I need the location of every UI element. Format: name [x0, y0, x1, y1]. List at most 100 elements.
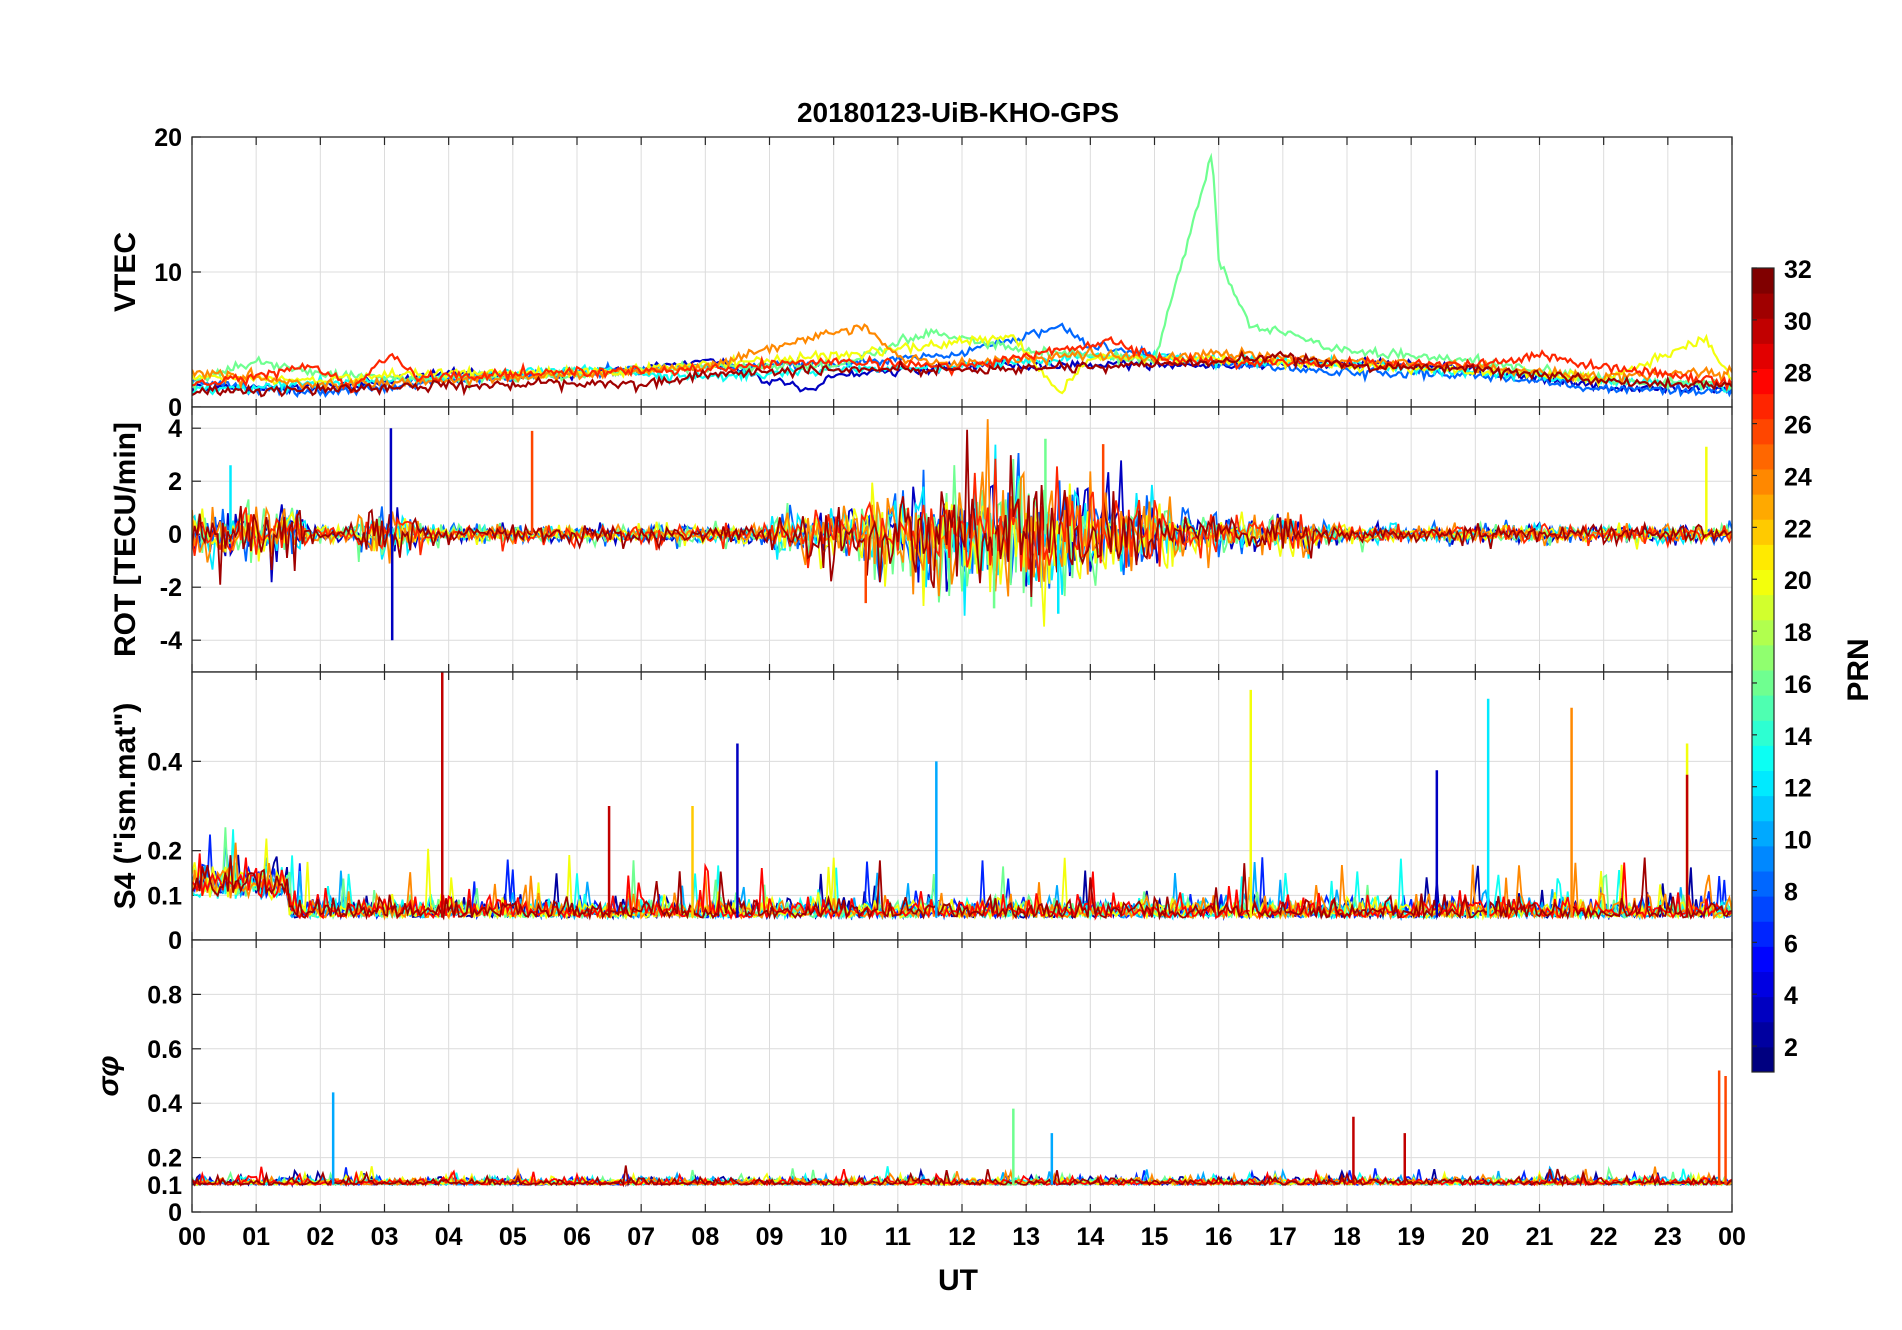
colorbar-segment	[1752, 469, 1774, 495]
y-tick-label: 0.1	[147, 882, 182, 910]
colorbar-segment	[1752, 293, 1774, 319]
colorbar-segment	[1752, 720, 1774, 746]
y-tick-label: 20	[154, 124, 182, 152]
colorbar-label: PRN	[1842, 638, 1875, 701]
x-tick-label: 00	[178, 1223, 206, 1251]
x-tick-label: 06	[563, 1223, 591, 1251]
y-axis-label-1: VTEC	[109, 232, 142, 312]
x-tick-label: 13	[1012, 1223, 1040, 1251]
colorbar-segment	[1752, 996, 1774, 1023]
colorbar-segment	[1752, 519, 1774, 545]
panel-4: 00.10.2 0.4 0.6 0.8 σφ	[92, 939, 1733, 1227]
colorbar-segment	[1752, 393, 1774, 420]
y-tick-label: 0.2	[147, 838, 182, 866]
y-tick-label: 0.8	[147, 981, 182, 1009]
colorbar-tick-label: 8	[1784, 878, 1798, 906]
y-tick-label: 0.4	[147, 748, 182, 776]
series-prn-24	[192, 419, 1732, 597]
y-tick-label: 2	[168, 468, 182, 496]
colorbar-segment	[1752, 871, 1774, 897]
x-tick-label: 00	[1718, 1223, 1746, 1251]
colorbar-segment	[1752, 368, 1774, 395]
x-tick-label: 03	[371, 1223, 399, 1251]
colorbar-segment	[1752, 1021, 1774, 1048]
x-axis: 00 01 02 03 04 05 06 07 08 09 10 11 12 13 14 15 16 17 18 19…	[178, 1223, 1746, 1251]
series-prn-27	[192, 335, 1732, 394]
colorbar-segment	[1752, 343, 1774, 369]
y-tick-label: 0.4	[147, 1090, 182, 1118]
series-group	[192, 419, 1732, 641]
colorbar-tick-label: 22	[1784, 515, 1812, 543]
series-group	[192, 672, 1732, 922]
panel-2: -4 -2 0 2 4 ROT [TECU/min]	[109, 406, 1733, 673]
series-prn-31	[192, 855, 1732, 921]
series-prn-31	[192, 429, 1732, 598]
series-prn-28	[192, 853, 1732, 921]
colorbar-segment	[1752, 795, 1774, 822]
colorbar-tick-label: 32	[1784, 256, 1812, 284]
y-tick-label: 0.1	[147, 1172, 182, 1200]
colorbar-tick-label: 18	[1784, 619, 1812, 647]
x-tick-label: 10	[820, 1223, 848, 1251]
colorbar-segment	[1752, 318, 1774, 344]
colorbar-segment	[1752, 544, 1774, 570]
x-tick-label: 20	[1461, 1223, 1489, 1251]
colorbar-tick-label: 10	[1784, 827, 1812, 855]
y-tick-label: -2	[160, 574, 182, 602]
colorbar-segment	[1752, 1046, 1774, 1073]
colorbar-segment	[1752, 845, 1774, 872]
x-tick-label: 04	[435, 1223, 463, 1251]
colorbar-segment	[1752, 569, 1774, 596]
x-tick-label: 02	[306, 1223, 334, 1251]
colorbar-segment	[1752, 745, 1774, 771]
x-tick-label: 05	[499, 1223, 527, 1251]
colorbar-tick-label: 28	[1784, 360, 1812, 388]
x-tick-label: 01	[242, 1223, 270, 1251]
colorbar-tick-label: 2	[1784, 1034, 1798, 1062]
colorbar-segment	[1752, 896, 1774, 922]
colorbar-tick-label: 6	[1784, 930, 1798, 958]
y-tick-label: 0	[168, 394, 182, 422]
colorbar-segment	[1752, 971, 1774, 998]
x-tick-label: 14	[1076, 1223, 1104, 1251]
x-tick-label: 18	[1333, 1223, 1361, 1251]
y-tick-label: 0.2	[147, 1145, 182, 1173]
y-axis-label-2: ROT [TECU/min]	[109, 422, 142, 657]
y-tick-label: -4	[160, 627, 182, 655]
colorbar-box	[1751, 267, 1775, 1073]
colorbar-segment	[1752, 594, 1774, 621]
colorbar-tick-label: 14	[1784, 723, 1812, 751]
y-tick-label: 0	[168, 1199, 182, 1227]
series-prn-8	[192, 322, 1732, 398]
colorbar-tick-label: 20	[1784, 567, 1812, 595]
colorbar-segment	[1752, 820, 1774, 847]
x-tick-label: 19	[1397, 1223, 1425, 1251]
colorbar-segment	[1752, 494, 1774, 520]
x-tick-label: 12	[948, 1223, 976, 1251]
series-prn-31	[192, 349, 1732, 398]
x-tick-label: 08	[691, 1223, 719, 1251]
x-tick-label: 22	[1590, 1223, 1618, 1251]
x-tick-label: 23	[1654, 1223, 1682, 1251]
x-tick-label: 16	[1205, 1223, 1233, 1251]
colorbar-segment	[1752, 670, 1774, 696]
x-tick-label: 07	[627, 1223, 655, 1251]
y-tick-label: 4	[168, 415, 182, 443]
axes-box	[191, 939, 1733, 1213]
colorbar-segment	[1752, 268, 1774, 294]
series-prn-31	[192, 1165, 1732, 1188]
colorbar-segment	[1752, 695, 1774, 721]
series-group	[192, 152, 1732, 398]
x-tick-label: 17	[1269, 1223, 1297, 1251]
y-tick-label: 10	[154, 259, 182, 287]
colorbar-tick-label: 16	[1784, 671, 1812, 699]
y-axis-label-3: S4 ("ism.mat")	[109, 703, 142, 910]
x-tick-label: 09	[756, 1223, 784, 1251]
colorbar-tick-label: 12	[1784, 775, 1812, 803]
x-tick-label: 15	[1141, 1223, 1169, 1251]
figure-title: 20180123-UiB-KHO-GPS	[797, 97, 1119, 128]
colorbar-tick-label: 24	[1784, 463, 1812, 491]
